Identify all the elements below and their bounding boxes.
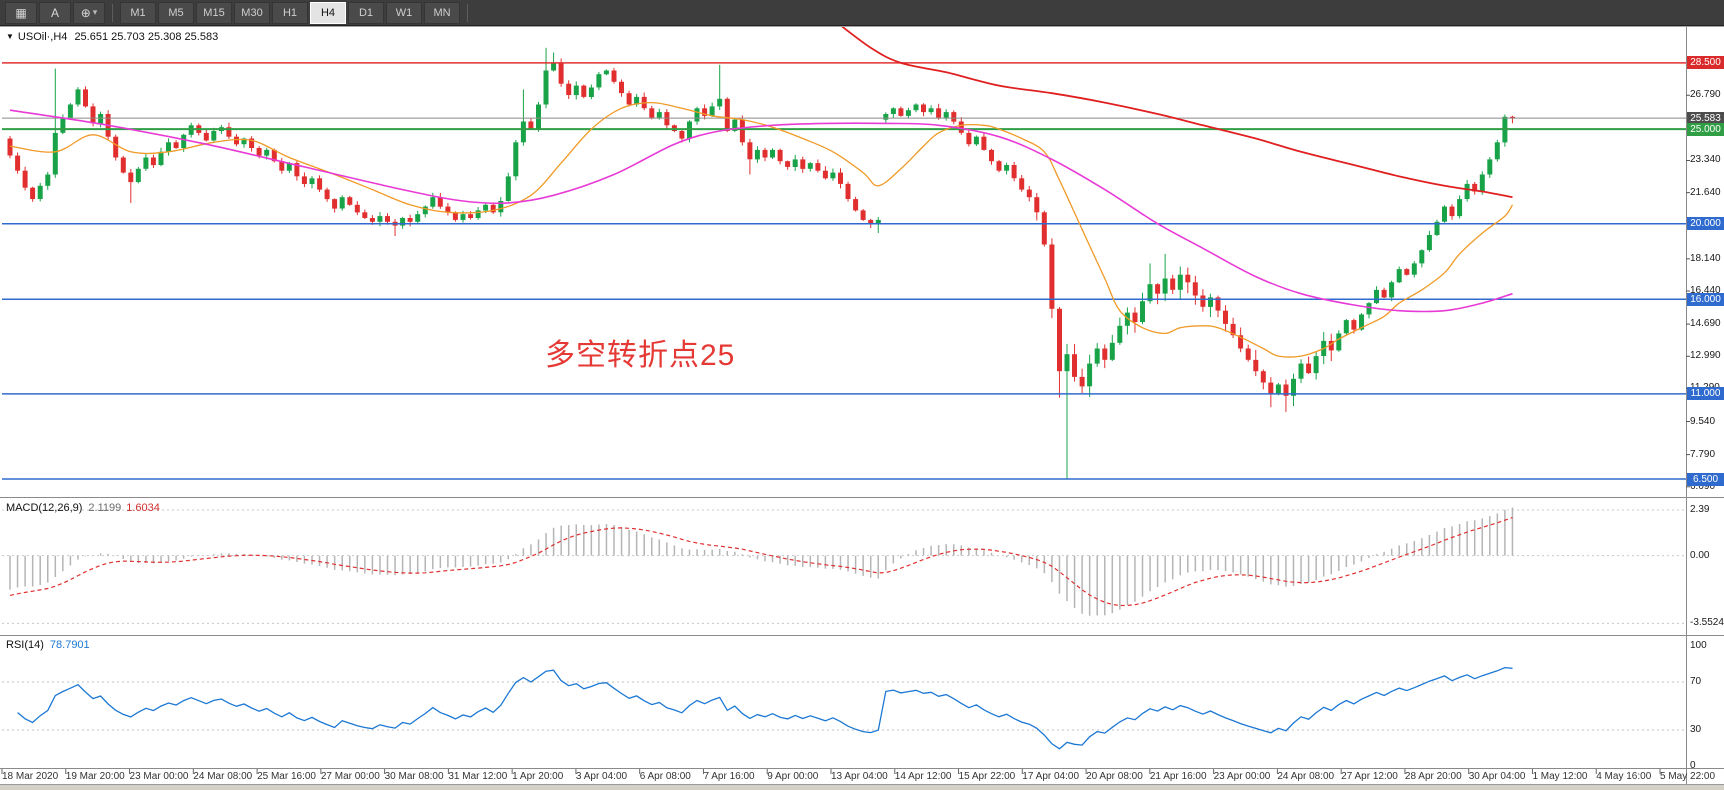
rsi-indicator-label: RSI(14) 78.7901 [6, 639, 90, 651]
macd-signal-line [9, 517, 1513, 607]
timeframe-button-d1[interactable]: D1 [348, 1, 384, 24]
chevron-down-icon: ▾ [92, 7, 98, 17]
candles-layer [7, 47, 1515, 479]
macd-main-value: 2.1199 [88, 502, 122, 514]
chart-grid-icon[interactable]: ▦ [5, 1, 37, 24]
toolbar-separator [467, 3, 468, 22]
timeframe-button-h1[interactable]: H1 [272, 1, 308, 24]
timeframe-button-m5[interactable]: M5 [158, 1, 194, 24]
horizontal-levels-layer[interactable] [2, 62, 1686, 480]
rsi-value: 78.7901 [49, 639, 90, 651]
macd-name: MACD(12,26,9) [6, 502, 83, 514]
chart-annotation-text[interactable]: 多空转折点25 [545, 339, 736, 372]
macd-indicator-label: MACD(12,26,9) 2.1199 1.6034 [6, 502, 160, 514]
macd-histogram [9, 507, 1514, 616]
text-tool-icon[interactable]: A [39, 1, 71, 24]
crosshair-tool-icon[interactable]: ⊕ ▾ [73, 1, 105, 24]
timeframe-button-m1[interactable]: M1 [120, 1, 156, 24]
chart-title: ▼ USOil·,H4 25.651 25.703 25.308 25.583 [6, 31, 218, 43]
macd-signal-value: 1.6034 [126, 502, 160, 514]
ma-fast-orange [9, 101, 1514, 358]
timeframe-button-h4[interactable]: H4 [310, 1, 346, 24]
collapse-icon[interactable]: ▼ [6, 32, 14, 41]
moving-averages-layer [9, 26, 1514, 358]
symbol-label: USOil·,H4 [17, 31, 68, 43]
timeframe-button-w1[interactable]: W1 [386, 1, 422, 24]
rsi-line [17, 666, 1513, 750]
timeframe-button-m30[interactable]: M30 [234, 1, 270, 24]
window-bottom-edge [0, 784, 1724, 790]
timeframe-button-m15[interactable]: M15 [196, 1, 232, 24]
ma-medium-magenta [9, 109, 1513, 313]
toolbar-separator [112, 3, 113, 22]
ohlc-values: 25.651 25.703 25.308 25.583 [74, 31, 219, 43]
crosshair-glyph: ⊕ [80, 5, 91, 20]
timeframe-button-mn[interactable]: MN [424, 1, 460, 24]
toolbar: ▦ A ⊕ ▾ M1 M5 M15 M30 H1 H4 D1 W1 MN [0, 0, 1724, 26]
ma-slow-red [839, 26, 1513, 199]
rsi-name: RSI(14) [6, 639, 44, 651]
timeframe-button-group: M1 M5 M15 M30 H1 H4 D1 W1 MN [119, 1, 461, 24]
